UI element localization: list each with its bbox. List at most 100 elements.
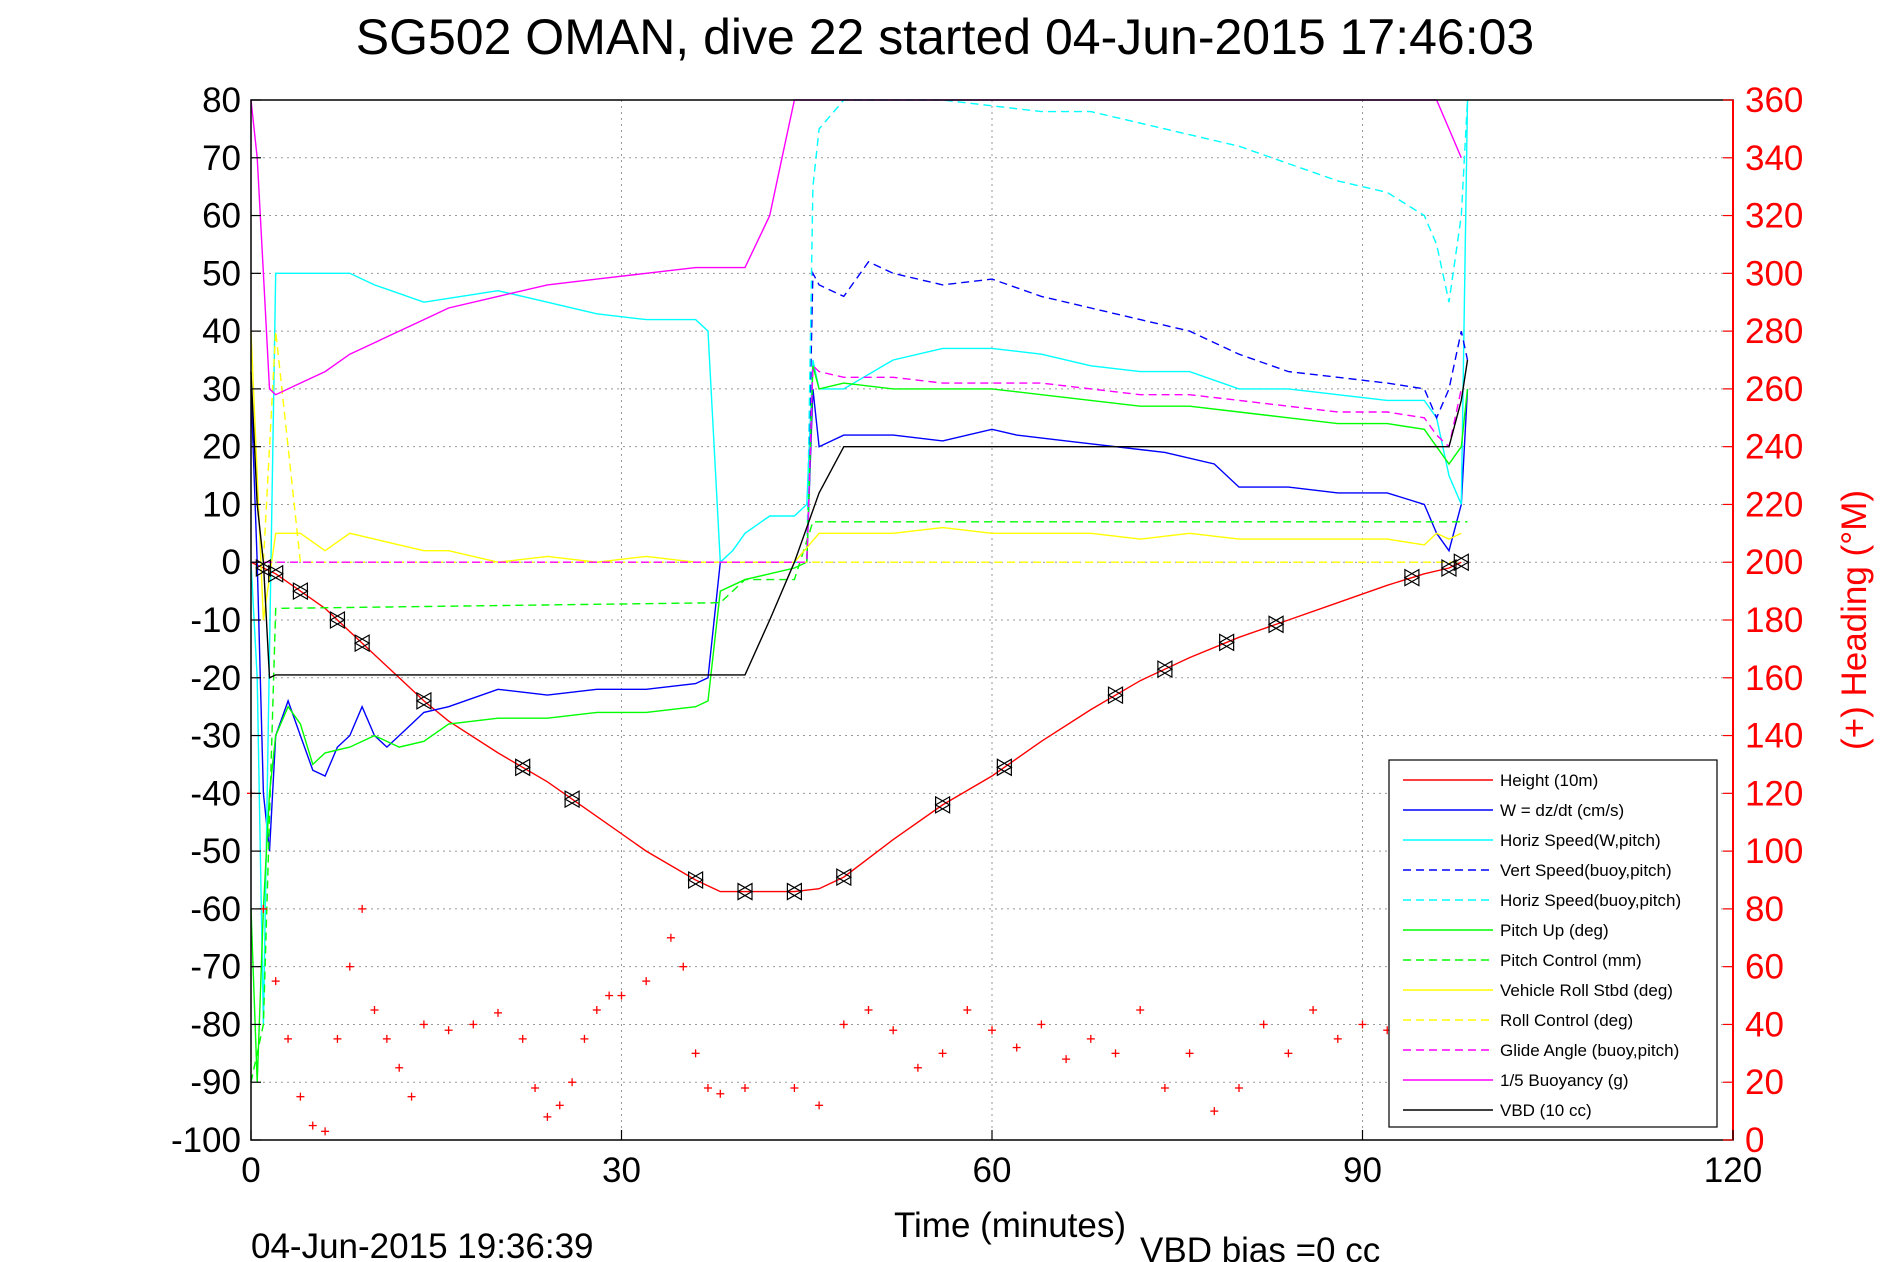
y-tick-right-label: 180 [1745,601,1803,640]
y-tick-left-label: 0 [222,543,241,582]
legend-entry: Horiz Speed(W,pitch) [1403,831,1661,850]
y-tick-right-label: 20 [1745,1063,1784,1102]
y-tick-right-label: 100 [1745,832,1803,871]
legend-label: Roll Control (deg) [1500,1011,1633,1030]
legend-box [1388,759,1718,1128]
y-tick-left-label: -60 [190,890,241,929]
profile-triangle-marker [1218,633,1235,652]
legend-entry: 1/5 Buoyancy (g) [1403,1071,1629,1090]
y-tick-left-label: -70 [190,948,241,987]
series-height [250,561,1462,893]
heading-marker [963,1006,972,1014]
heading-marker [284,1034,293,1043]
series-vert_speed_buoy [794,260,1469,563]
heading-marker [839,1020,848,1029]
heading-marker [1358,1020,1367,1029]
heading-marker [1185,1049,1194,1058]
y-tick-right-label: 360 [1745,81,1803,120]
heading-marker [1037,1020,1046,1029]
y-tick-left-label: 50 [202,254,241,293]
legend-label: Height (10m) [1500,771,1598,790]
series-w [250,388,1469,852]
x-tick-label: 30 [602,1151,641,1190]
y-tick-left-label: 10 [202,485,241,524]
heading-marker [1160,1084,1169,1092]
profile-triangle-marker [1440,558,1458,578]
profile-triangle-marker [292,582,309,601]
heading-marker [345,962,354,971]
heading-marker [938,1049,947,1058]
legend-label: Horiz Speed(W,pitch) [1500,831,1661,850]
heading-marker [1111,1049,1120,1058]
heading-marker [1086,1034,1095,1043]
y-tick-left-label: -80 [190,1005,241,1044]
heading-marker [395,1063,404,1072]
profile-triangle-marker [1156,660,1174,679]
y-tick-right-label: 60 [1745,948,1784,987]
y-tick-right-label: 120 [1745,774,1803,813]
heading-marker [1136,1006,1145,1014]
x-tick-label: 0 [241,1151,260,1190]
profile-triangle-marker [267,564,284,583]
profile-triangle-marker [353,634,371,653]
legend-label: VBD (10 cc) [1500,1101,1592,1120]
heading-marker [419,1020,428,1029]
heading-marker [358,904,367,913]
legend-entry: Pitch Control (mm) [1403,951,1642,970]
heading-marker [1235,1084,1243,1092]
heading-marker [580,1034,589,1043]
series-vehicle_roll [250,331,1462,621]
legend: Height (10m) W = dz/dt (cm/s) Horiz Speed(… [1388,759,1718,1128]
chart-title: SG502 OMAN, dive 22 started 04-Jun-2015 … [356,9,1535,65]
y-tick-right-label: 320 [1745,197,1803,236]
profile-triangle-marker [514,758,531,777]
series-buoyancy [250,99,1462,396]
series-glide_angle [251,364,1462,563]
y-tick-right-label: 300 [1745,254,1803,293]
y-tick-right-label: 0 [1745,1121,1764,1160]
y-tick-left-label: -30 [190,717,241,756]
series-vbd [250,359,1469,679]
heading-marker [1012,1043,1021,1052]
y-tick-right-label: 340 [1745,139,1803,178]
x-axis: 0 30 60 90 120 [241,1130,1762,1190]
y-tick-left-label: 60 [202,197,241,236]
heading-marker [469,1020,478,1029]
heading-marker [703,1084,712,1092]
y-tick-right-label: 40 [1745,1005,1784,1044]
profile-triangle-marker [996,758,1013,777]
series-horiz_speed_w [250,99,1469,1025]
legend-label: Pitch Control (mm) [1500,951,1642,970]
heading-marker [1062,1055,1071,1064]
heading-marker [407,1092,416,1101]
heading-marker [988,1026,996,1035]
heading-marker [1309,1006,1318,1014]
heading-marker [555,1101,564,1110]
y-tick-right-label: 80 [1745,890,1784,929]
y-axis-right-label: (+) Heading (°M) [1835,490,1874,750]
legend-entry: Pitch Up (deg) [1403,921,1609,940]
series-pitch_up [250,365,1469,1083]
profile-triangle-marker [1403,568,1421,587]
heading-marker [592,1006,601,1014]
y-tick-right-label: 140 [1745,717,1803,756]
heading-marker [1284,1049,1293,1058]
vbd-bias-footer: VBD bias =0 cc [1140,1231,1380,1262]
profile-triangle-marker [255,558,272,578]
legend-label: Vehicle Roll Stbd (deg) [1500,981,1673,1000]
heading-marker [333,1034,342,1043]
y-tick-left-label: 80 [202,81,241,120]
heading-marker [666,933,675,942]
profile-triangle-marker [329,610,346,630]
heading-marker [321,1127,330,1136]
heading-marker [531,1084,540,1092]
y-tick-right-label: 160 [1745,659,1803,698]
heading-marker [741,1084,749,1092]
heading-marker [568,1078,577,1087]
x-axis-label: Time (minutes) [894,1206,1126,1245]
heading-marker [815,1101,824,1110]
heading-marker [543,1112,552,1121]
heading-marker [1333,1034,1342,1043]
y-tick-left-label: -20 [190,659,241,698]
